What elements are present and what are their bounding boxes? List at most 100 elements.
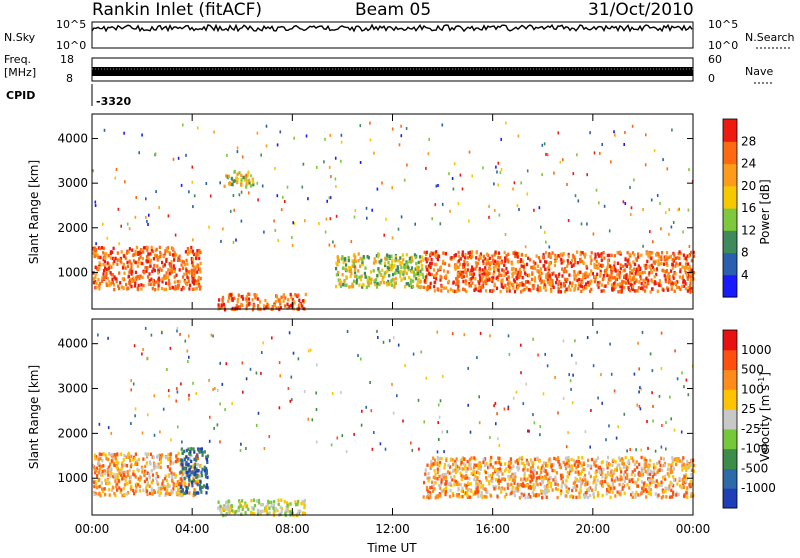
heatmap-cell: [341, 266, 345, 270]
heatmap-cell: [353, 432, 355, 436]
heatmap-cell: [136, 459, 139, 463]
heatmap-cell: [192, 265, 196, 269]
heatmap-cell: [98, 261, 101, 265]
heatmap-cell: [275, 306, 278, 310]
heatmap-cell: [345, 268, 348, 273]
heatmap-cell: [453, 162, 456, 166]
heatmap-cell: [544, 275, 548, 279]
heatmap-cell: [584, 430, 587, 434]
nsearch-top-tick: 10^5: [708, 18, 738, 31]
heatmap-cell: [105, 457, 108, 461]
heatmap-cell: [146, 453, 149, 458]
heatmap-cell: [191, 278, 194, 282]
heatmap-cell: [480, 491, 483, 495]
heatmap-cell: [545, 490, 549, 494]
heatmap-cell: [581, 464, 584, 468]
heatmap-cell: [419, 259, 422, 264]
heatmap-cell: [554, 259, 557, 264]
heatmap-cell: [681, 371, 683, 375]
heatmap-cell: [682, 462, 685, 467]
heatmap-cell: [386, 269, 389, 273]
heatmap-cell: [244, 501, 247, 505]
heatmap-cell: [604, 476, 607, 480]
heatmap-cell: [185, 475, 189, 479]
heatmap-cell: [666, 251, 669, 255]
heatmap-cell: [369, 121, 371, 125]
heatmap-cell: [184, 467, 187, 471]
heatmap-cell: [631, 251, 634, 255]
heatmap-cell: [253, 512, 256, 516]
heatmap-cell: [465, 473, 468, 478]
heatmap-cell: [428, 137, 430, 141]
heatmap-cell: [535, 254, 538, 258]
heatmap-cell: [185, 267, 188, 271]
heatmap-cell: [474, 284, 477, 288]
heatmap-cell: [569, 469, 572, 473]
heatmap-cell: [561, 473, 564, 477]
heatmap-cell: [499, 256, 502, 260]
heatmap-cell: [537, 493, 540, 497]
heatmap-cell: [434, 203, 437, 207]
heatmap-cell: [158, 493, 161, 497]
heatmap-cell: [150, 245, 153, 250]
heatmap-cell: [589, 131, 591, 135]
heatmap-cell: [115, 463, 118, 468]
heatmap-cell: [350, 240, 353, 244]
heatmap-cell: [147, 223, 149, 226]
heatmap-cell: [681, 468, 684, 472]
heatmap-cell: [540, 279, 544, 283]
heatmap-cell: [516, 461, 520, 466]
heatmap-cell: [660, 445, 663, 449]
heatmap-cell: [357, 252, 360, 256]
heatmap-cell: [232, 240, 235, 244]
heatmap-cell: [474, 491, 477, 495]
heatmap-cell: [649, 469, 652, 473]
heatmap-cell: [514, 267, 517, 272]
heatmap-cell: [587, 458, 590, 463]
colorbar-tick-label: 12: [741, 223, 756, 237]
heatmap-cell: [594, 278, 597, 282]
heatmap-cell: [124, 470, 127, 475]
heatmap-cell: [196, 479, 199, 483]
heatmap-cell: [579, 476, 582, 481]
heatmap-cell: [353, 264, 356, 269]
heatmap-cell: [463, 475, 466, 479]
colorbar-tick-label: 4: [741, 268, 749, 282]
heatmap-cell: [557, 286, 560, 291]
heatmap-cell: [146, 266, 149, 270]
heatmap-cell: [185, 153, 187, 157]
heatmap-cell: [176, 279, 179, 284]
heatmap-cell: [249, 367, 252, 371]
heatmap-cell: [186, 275, 189, 279]
heatmap-cell: [512, 282, 515, 286]
heatmap-cell: [433, 274, 436, 278]
heatmap-cell: [542, 285, 546, 290]
heatmap-cell: [522, 265, 525, 269]
heatmap-cell: [479, 252, 482, 256]
heatmap-cell: [173, 269, 176, 273]
heatmap-cell: [513, 289, 517, 294]
heatmap-cell: [534, 266, 537, 271]
heatmap-cell: [195, 392, 197, 395]
heatmap-cell: [686, 486, 689, 490]
heatmap-cell: [97, 278, 100, 282]
power-colorbar-label: Power [dB]: [758, 179, 772, 244]
heatmap-cell: [614, 477, 618, 481]
heatmap-cell: [466, 476, 469, 480]
heatmap-cell: [598, 469, 601, 473]
heatmap-cell: [663, 273, 666, 278]
heatmap-cell: [196, 279, 200, 283]
heatmap-cell: [456, 272, 459, 276]
heatmap-cell: [452, 256, 455, 260]
heatmap-cell: [527, 495, 530, 499]
heatmap-cell: [133, 252, 136, 257]
heatmap-cell: [637, 341, 639, 345]
heatmap-cell: [245, 179, 249, 183]
heatmap-cell: [640, 466, 643, 471]
heatmap-cell: [95, 454, 98, 459]
heatmap-cell: [523, 263, 526, 267]
heatmap-cell: [176, 286, 180, 290]
heatmap-cell: [137, 274, 140, 279]
colorbar-tick-label: 28: [741, 134, 756, 148]
heatmap-cell: [658, 283, 661, 287]
